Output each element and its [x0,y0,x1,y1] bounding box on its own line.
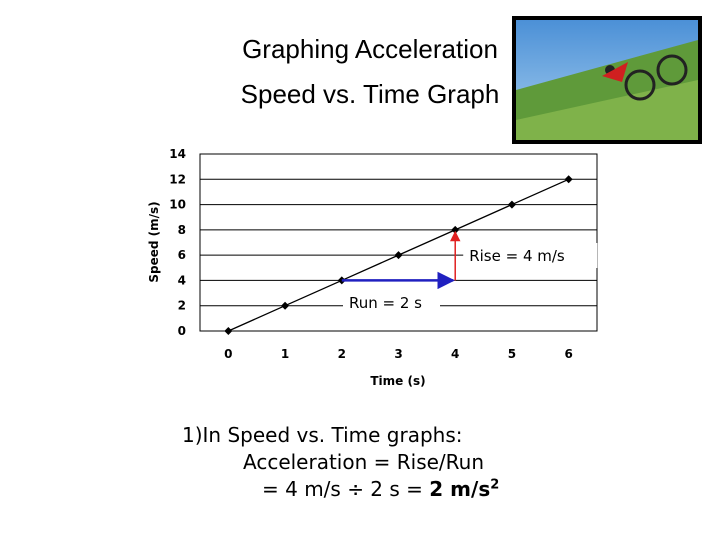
body-line: 1)In Speed vs. Time graphs: [182,423,463,447]
x-tick-label: 1 [281,347,289,361]
x-axis-label: Time (s) [370,374,425,388]
y-tick-label: 2 [178,299,186,313]
y-tick-label: 8 [178,223,186,237]
body-line: = 4 m/s ÷ 2 s = 2 m/s2 [262,477,499,501]
answer: 2 m/s [429,477,491,501]
annotation-box [343,290,440,315]
annotation: Rise = 4 m/s [469,247,565,265]
x-tick-label: 2 [338,347,346,361]
y-axis-label: Speed (m/s) [147,201,161,282]
y-tick-label: 14 [169,147,186,161]
y-tick-label: 12 [169,172,186,186]
body-line: Acceleration = Rise/Run [243,450,485,474]
x-tick-label: 0 [224,347,232,361]
x-tick-label: 5 [508,347,516,361]
data-point [394,251,403,260]
photo [512,16,702,144]
x-tick-label: 4 [451,347,459,361]
y-tick-label: 4 [178,273,186,287]
y-tick-label: 0 [178,324,186,338]
annotation: Run = 2 s [349,294,422,312]
data-point [507,200,516,209]
title-line: Speed vs. Time Graph [241,79,500,109]
x-tick-label: 3 [394,347,402,361]
exponent: 2 [490,477,500,493]
x-tick-label: 6 [564,347,572,361]
annotation-box [463,243,598,268]
data-point [281,301,290,310]
data-point [224,327,233,335]
title-line: Graphing Acceleration [242,34,498,64]
data-point [564,175,573,184]
y-tick-label: 10 [169,198,186,212]
body-text: = 4 m/s ÷ 2 s = [262,477,423,501]
y-tick-label: 6 [178,248,186,262]
